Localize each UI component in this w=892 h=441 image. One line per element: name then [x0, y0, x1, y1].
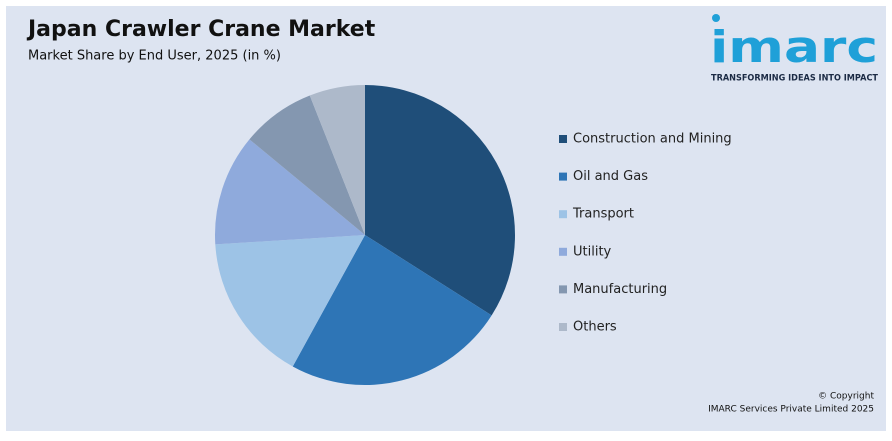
- pie-slice: [215, 235, 365, 367]
- copyright: © Copyright: [818, 392, 874, 402]
- legend-label: Others: [573, 320, 617, 335]
- pie-slice: [249, 95, 365, 235]
- chart-title: Japan Crawler Crane Market: [26, 17, 376, 42]
- legend-swatch: [559, 172, 567, 181]
- legend-swatch: [559, 323, 567, 331]
- legend-label: Oil and Gas: [573, 169, 648, 184]
- chart-subtitle: Market Share by End User, 2025 (in %): [28, 49, 281, 64]
- legend-label: Utility: [573, 244, 612, 259]
- pie-slice: [214, 139, 365, 245]
- pie-slice: [365, 85, 515, 316]
- pie-slice: [309, 85, 365, 235]
- logo: imarc: [710, 22, 878, 73]
- logo-dot: [712, 14, 720, 22]
- legend-swatch: [559, 285, 567, 294]
- legend-label: Manufacturing: [573, 282, 667, 297]
- legend-swatch: [559, 210, 567, 219]
- legend-swatch: [559, 135, 567, 143]
- copyright: IMARC Services Private Limited 2025: [708, 405, 874, 415]
- legend-label: Construction and Mining: [573, 132, 732, 147]
- pie-slice: [292, 235, 492, 385]
- legend-swatch: [559, 247, 567, 256]
- logo-tagline: TRANSFORMING IDEAS INTO IMPACT: [711, 74, 878, 84]
- legend-label: Transport: [572, 207, 634, 222]
